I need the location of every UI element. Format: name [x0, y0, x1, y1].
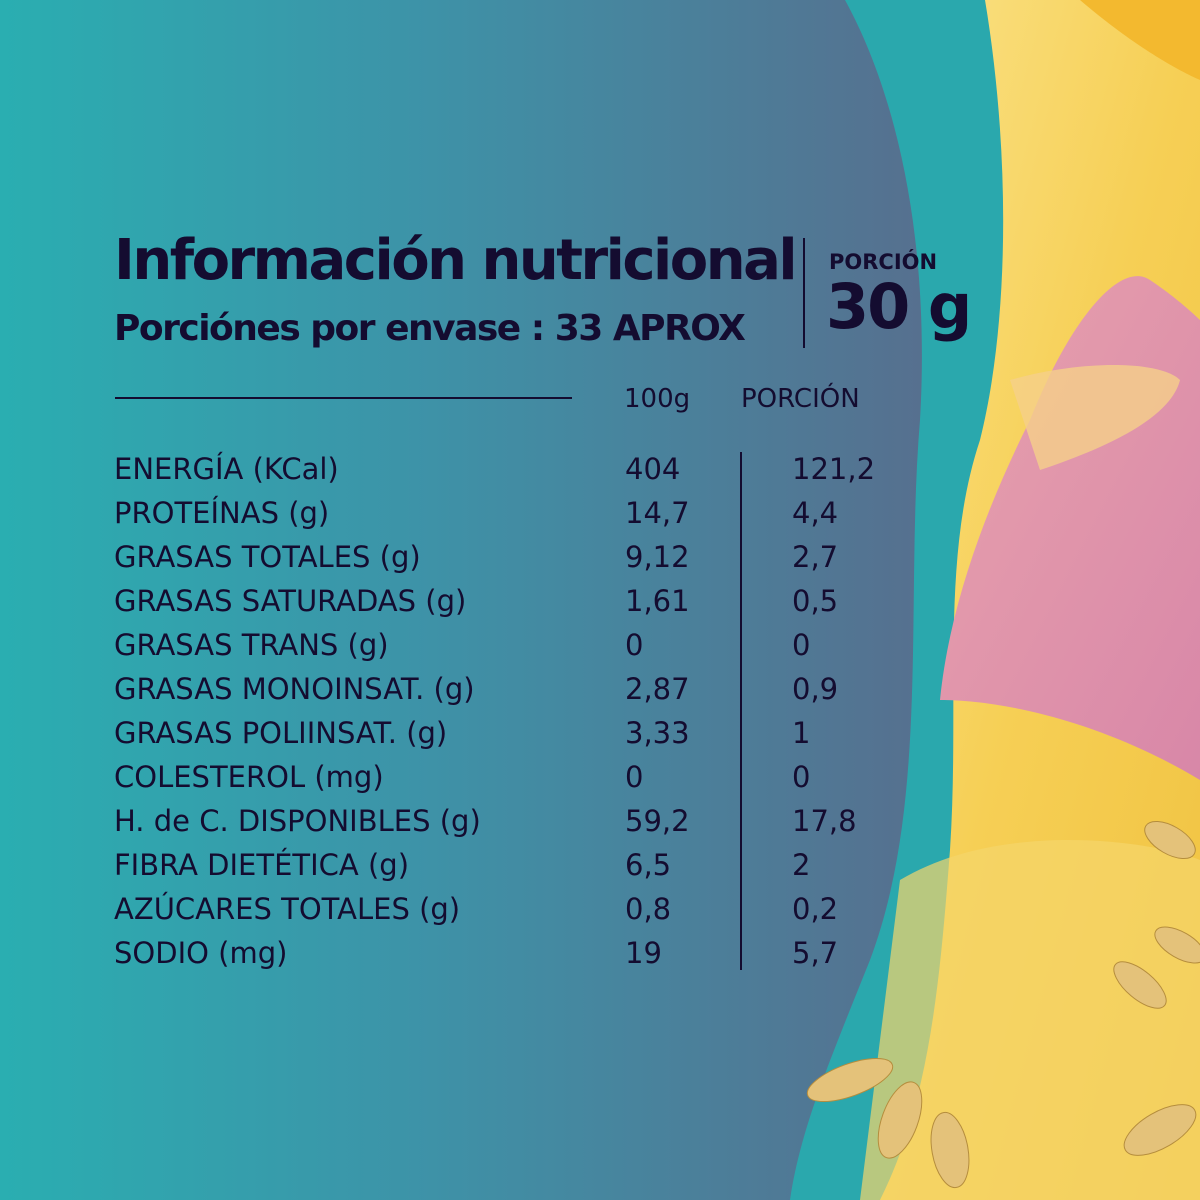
- nutrient-name: AZÚCARES TOTALES (g): [114, 892, 461, 926]
- value-100g: 0,8: [625, 892, 672, 926]
- page-title: Información nutricional: [114, 228, 798, 293]
- value-portion: 4,4: [792, 496, 839, 530]
- nutrient-name: GRASAS MONOINSAT. (g): [114, 672, 475, 706]
- nutrient-name: H. de C. DISPONIBLES (g): [114, 804, 481, 838]
- value-100g: 404: [625, 452, 681, 486]
- value-portion: 0,5: [792, 584, 839, 618]
- value-portion: 2: [792, 848, 811, 882]
- column-header-100g: 100g: [624, 384, 691, 414]
- nutrient-name: FIBRA DIETÉTICA (g): [114, 848, 410, 882]
- portion-value: 30 g: [826, 270, 972, 343]
- nutrient-name: GRASAS POLIINSAT. (g): [114, 716, 448, 750]
- value-portion: 1: [792, 716, 811, 750]
- value-portion: 0: [792, 760, 811, 794]
- value-portion: 0: [792, 628, 811, 662]
- oat-icon: [806, 820, 1200, 1189]
- value-100g: 3,33: [625, 716, 690, 750]
- table-rule: [115, 397, 572, 399]
- nutrient-name: COLESTEROL (mg): [114, 760, 384, 794]
- value-100g: 0: [625, 628, 644, 662]
- value-portion: 5,7: [792, 936, 839, 970]
- value-100g: 14,7: [625, 496, 690, 530]
- value-portion: 2,7: [792, 540, 839, 574]
- nutrient-name: SODIO (mg): [114, 936, 288, 970]
- column-divider: [740, 452, 742, 970]
- nutrient-name: GRASAS SATURADAS (g): [114, 584, 467, 618]
- value-100g: 0: [625, 760, 644, 794]
- portion-label: PORCIÓN: [829, 250, 938, 274]
- value-portion: 121,2: [792, 452, 876, 486]
- servings-per-package: Porciónes por envase : 33 APROX: [114, 308, 746, 349]
- value-100g: 2,87: [625, 672, 690, 706]
- nutrient-name: ENERGÍA (KCal): [114, 452, 339, 486]
- value-100g: 19: [625, 936, 662, 970]
- nutrient-name: GRASAS TRANS (g): [114, 628, 389, 662]
- value-100g: 1,61: [625, 584, 690, 618]
- value-portion: 0,2: [792, 892, 839, 926]
- value-portion: 0,9: [792, 672, 839, 706]
- value-100g: 6,5: [625, 848, 672, 882]
- value-100g: 9,12: [625, 540, 690, 574]
- value-portion: 17,8: [792, 804, 857, 838]
- column-header-portion: PORCIÓN: [741, 384, 860, 414]
- nutrient-name: PROTEÍNAS (g): [114, 496, 330, 530]
- header-divider: [803, 238, 805, 348]
- value-100g: 59,2: [625, 804, 690, 838]
- nutrient-name: GRASAS TOTALES (g): [114, 540, 421, 574]
